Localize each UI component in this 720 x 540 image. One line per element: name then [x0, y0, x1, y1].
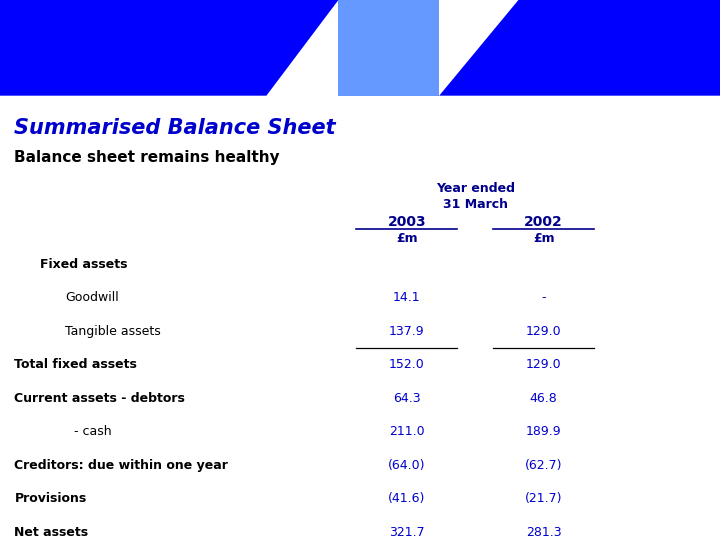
Text: £m: £m: [396, 232, 418, 245]
Text: Fixed assets: Fixed assets: [40, 258, 127, 271]
Text: Creditors: due within one year: Creditors: due within one year: [14, 459, 228, 472]
Text: -: -: [541, 291, 546, 305]
Text: 211.0: 211.0: [389, 426, 425, 438]
Text: Total fixed assets: Total fixed assets: [14, 358, 138, 372]
Text: Year ended: Year ended: [436, 182, 515, 195]
Text: Tangible assets: Tangible assets: [65, 325, 161, 338]
Text: 189.9: 189.9: [526, 426, 562, 438]
Text: 281.3: 281.3: [526, 526, 562, 539]
Text: Provisions: Provisions: [14, 492, 86, 505]
Polygon shape: [439, 0, 720, 96]
Text: (64.0): (64.0): [388, 459, 426, 472]
Text: Net assets: Net assets: [14, 526, 89, 539]
Text: Summarised Balance Sheet: Summarised Balance Sheet: [14, 118, 336, 138]
Text: - cash: - cash: [14, 426, 112, 438]
Text: 137.9: 137.9: [389, 325, 425, 338]
Text: Current assets - debtors: Current assets - debtors: [14, 392, 185, 405]
Text: 129.0: 129.0: [526, 325, 562, 338]
Text: 321.7: 321.7: [389, 526, 425, 539]
Text: 14.1: 14.1: [393, 291, 420, 305]
Polygon shape: [338, 0, 439, 96]
Text: (21.7): (21.7): [525, 492, 562, 505]
Text: 46.8: 46.8: [530, 392, 557, 405]
Text: (62.7): (62.7): [525, 459, 562, 472]
Text: Goodwill: Goodwill: [65, 291, 119, 305]
Text: (41.6): (41.6): [388, 492, 426, 505]
Text: 31 March: 31 March: [443, 198, 508, 211]
Text: £m: £m: [533, 232, 554, 245]
Text: 152.0: 152.0: [389, 358, 425, 372]
Text: 2003: 2003: [387, 215, 426, 230]
Text: 64.3: 64.3: [393, 392, 420, 405]
Text: 2002: 2002: [524, 215, 563, 230]
Polygon shape: [0, 0, 338, 96]
Text: 129.0: 129.0: [526, 358, 562, 372]
Text: Balance sheet remains healthy: Balance sheet remains healthy: [14, 150, 280, 165]
